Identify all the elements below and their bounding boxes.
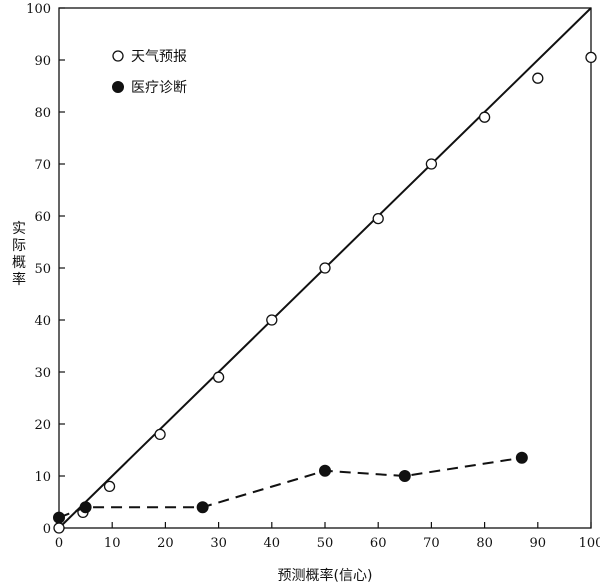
legend-label-medical: 医疗诊断 bbox=[131, 80, 187, 96]
legend-open-circle-marker bbox=[112, 50, 124, 62]
x-tick-label: 40 bbox=[264, 536, 281, 551]
legend-label-weather: 天气预报 bbox=[131, 49, 187, 65]
y-tick-label: 100 bbox=[26, 2, 51, 17]
y-axis-title-char: 际 bbox=[12, 238, 26, 254]
x-tick-label: 80 bbox=[476, 536, 493, 551]
x-tick-label: 70 bbox=[423, 536, 440, 551]
data-point-open bbox=[53, 522, 65, 534]
data-point-filled bbox=[196, 501, 209, 514]
y-axis-title: 实际概率 bbox=[12, 221, 26, 288]
y-tick-label: 90 bbox=[34, 54, 51, 69]
data-point-open bbox=[478, 111, 491, 123]
data-point-open bbox=[532, 72, 544, 84]
y-axis-title-char: 概 bbox=[12, 255, 26, 271]
x-tick-label: 10 bbox=[104, 536, 121, 551]
x-tick-label: 30 bbox=[210, 536, 227, 551]
y-tick-label: 70 bbox=[34, 158, 51, 173]
y-axis-title-char: 率 bbox=[12, 271, 26, 288]
y-tick-label: 50 bbox=[34, 262, 51, 277]
x-tick-label: 0 bbox=[55, 536, 63, 551]
x-tick-label: 90 bbox=[530, 536, 547, 551]
data-point-open bbox=[372, 212, 384, 225]
data-point-open bbox=[212, 371, 225, 383]
axis-tick-labels: 0 10 20 30 40 50 60 70 80 90 100 0 10 20 30 40 50 60 70 80 9… bbox=[26, 2, 600, 551]
data-point-filled bbox=[319, 464, 331, 477]
legend-filled-circle-marker bbox=[112, 81, 124, 93]
data-point-open bbox=[425, 158, 438, 170]
data-point-open bbox=[103, 480, 116, 493]
data-point-filled bbox=[53, 511, 65, 524]
x-tick-label: 60 bbox=[370, 536, 387, 551]
data-point-open bbox=[154, 428, 166, 441]
data-point-filled bbox=[79, 501, 92, 514]
x-axis-title: 预测概率(信心) bbox=[278, 567, 373, 584]
data-point-filled bbox=[515, 451, 528, 464]
y-tick-label: 30 bbox=[34, 366, 51, 381]
y-tick-label: 10 bbox=[34, 470, 51, 485]
data-point-filled bbox=[398, 470, 411, 482]
series-line-dashed bbox=[58, 456, 522, 519]
y-tick-label: 60 bbox=[34, 210, 51, 225]
series-layer bbox=[53, 51, 597, 534]
y-tick-label: 0 bbox=[43, 522, 51, 537]
y-tick-label: 20 bbox=[34, 418, 51, 433]
legend: 天气预报 医疗诊断 bbox=[112, 49, 187, 96]
x-tick-label: 50 bbox=[317, 536, 334, 551]
series-0 bbox=[53, 51, 597, 534]
data-point-open bbox=[266, 314, 278, 326]
x-tick-label: 20 bbox=[157, 536, 174, 551]
x-tick-label: 100 bbox=[579, 536, 600, 551]
data-point-open bbox=[585, 51, 597, 64]
series-1 bbox=[53, 451, 528, 524]
y-tick-label: 80 bbox=[34, 106, 51, 121]
y-tick-label: 40 bbox=[34, 314, 51, 329]
data-point-open bbox=[319, 262, 331, 274]
y-axis-title-char: 实 bbox=[12, 221, 26, 237]
